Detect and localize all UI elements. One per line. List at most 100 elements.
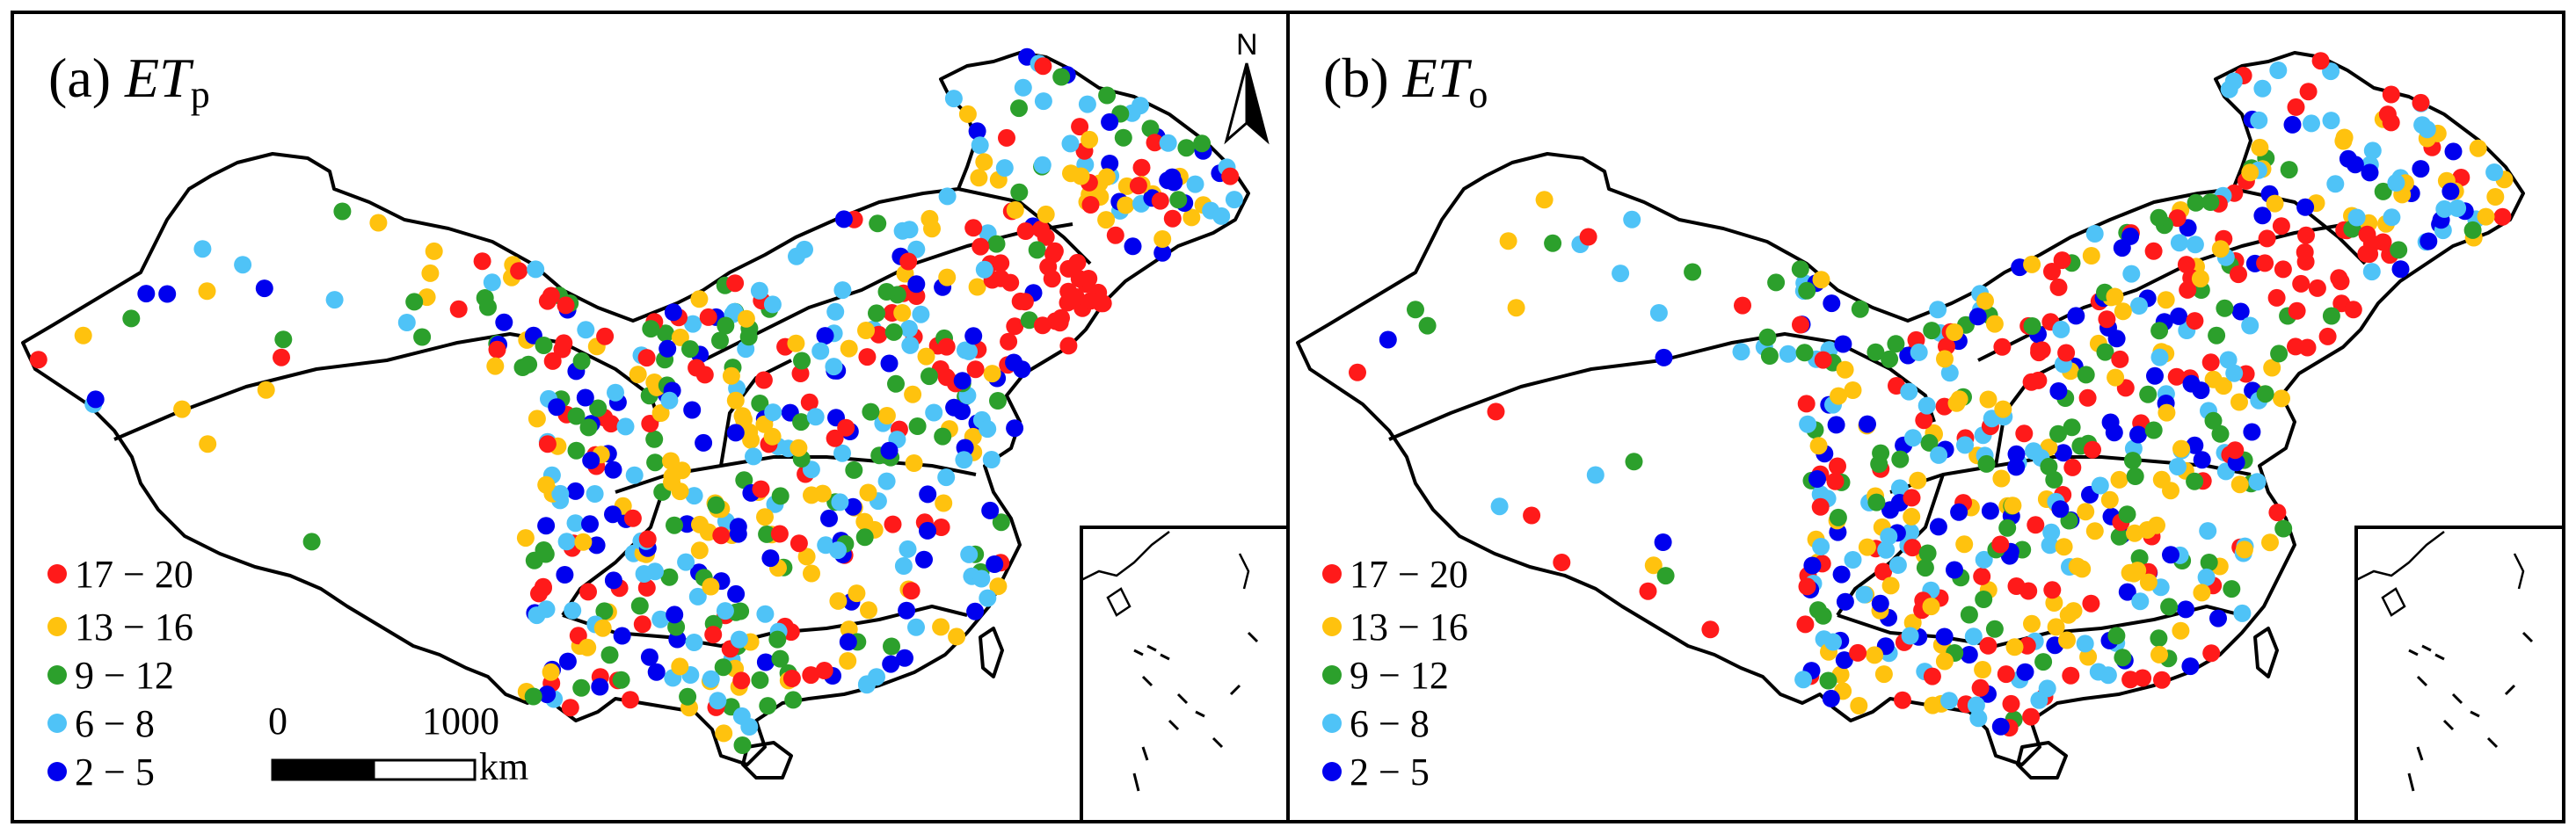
legend-label: 9 − 12: [1350, 654, 1449, 697]
station-dot: [1935, 627, 1954, 646]
station-dot: [1151, 192, 1169, 210]
station-dot: [671, 328, 689, 346]
station-dot: [884, 515, 902, 533]
station-dot: [2082, 594, 2100, 613]
station-dot: [2100, 490, 2119, 509]
scale-bar-zero: 0: [268, 700, 287, 743]
legend-marker: [1322, 617, 1342, 636]
station-dot: [1977, 454, 1996, 473]
station-dot: [992, 269, 1010, 287]
station-dot: [727, 584, 746, 603]
station-dot: [1871, 594, 1889, 613]
station-dot: [2441, 182, 2460, 200]
station-dot: [2272, 217, 2290, 236]
station-dot: [555, 334, 573, 352]
station-dot: [1823, 294, 1841, 313]
station-dot: [2347, 208, 2366, 227]
station-dot: [2007, 445, 2026, 463]
station-dot: [702, 670, 720, 688]
station-dot: [752, 480, 770, 498]
station-dot: [845, 461, 863, 479]
legend-marker: [47, 714, 67, 733]
station-dot: [2023, 255, 2041, 273]
station-dot: [1960, 646, 1978, 664]
station-dot: [630, 597, 649, 615]
station-dot: [591, 678, 609, 696]
station-dot: [2201, 353, 2220, 372]
station-dot: [1141, 120, 1160, 138]
station-dot: [934, 427, 952, 446]
station-dot: [793, 352, 811, 370]
station-dot: [479, 298, 497, 316]
station-dot: [1881, 577, 1900, 595]
station-dot: [257, 381, 275, 399]
station-dot: [972, 569, 991, 588]
station-dot: [887, 374, 905, 393]
station-dot: [2177, 600, 2195, 619]
station-dot: [2082, 247, 2100, 265]
station-dot: [651, 404, 670, 422]
station-dot: [604, 505, 622, 524]
station-dot: [516, 529, 535, 548]
station-dot: [2318, 327, 2337, 345]
station-dot: [566, 514, 585, 533]
station-dot: [877, 472, 896, 490]
legend-marker: [47, 762, 67, 781]
station-dot: [561, 699, 579, 717]
station-dot: [1998, 519, 2017, 537]
station-dot: [869, 214, 887, 233]
station-dot: [2363, 141, 2382, 160]
station-dot: [488, 340, 506, 359]
station-dot: [1117, 196, 1135, 214]
station-dot: [1858, 538, 1876, 556]
station-dot: [1867, 343, 1885, 361]
station-dot: [2077, 503, 2095, 521]
station-dot: [325, 291, 344, 309]
station-dot: [589, 399, 608, 417]
station-dot: [868, 668, 885, 686]
station-dot: [582, 451, 600, 469]
station-dot: [816, 327, 834, 345]
station-dot: [2225, 364, 2244, 382]
station-dot: [722, 366, 740, 385]
station-dot: [1960, 606, 1978, 624]
china-map-outline-a: [21, 51, 1250, 780]
station-dot: [1903, 429, 1922, 447]
station-dot: [2374, 182, 2392, 200]
station-dot: [557, 296, 575, 315]
station-dot: [1034, 57, 1052, 76]
station-dot: [2223, 580, 2241, 598]
station-dot: [483, 273, 501, 292]
station-dot: [685, 634, 703, 651]
station-dot: [2107, 627, 2126, 645]
station-dot: [234, 256, 252, 274]
station-dot: [707, 496, 725, 514]
station-dot: [690, 290, 709, 308]
station-dot: [2034, 653, 2053, 671]
station-dot: [1081, 130, 1099, 149]
station-dot: [1814, 351, 1832, 369]
legend-label: 2 − 5: [1350, 751, 1430, 794]
scale-bar-unit: km: [479, 745, 528, 788]
panel-b: (b) ETo 17 − 20 13 − 16 9 − 12 6 − 8 2 −: [1296, 47, 2565, 823]
station-dot: [1732, 343, 1750, 361]
station-dot: [2055, 538, 2073, 556]
station-dot: [2187, 193, 2205, 212]
station-dot: [569, 627, 587, 645]
station-dot: [1612, 265, 1630, 283]
station-dot: [646, 453, 665, 472]
station-dot: [2261, 533, 2279, 552]
station-dot: [953, 372, 971, 390]
station-dot: [833, 444, 851, 462]
legend-label: 6 − 8: [1350, 702, 1430, 745]
station-dot: [826, 302, 845, 321]
legend-item: 2 − 5: [47, 751, 155, 794]
station-dot: [840, 339, 858, 358]
station-dot: [2150, 645, 2168, 664]
station-dot: [2172, 621, 2190, 640]
station-dot: [581, 515, 599, 533]
legend-marker: [1322, 564, 1342, 584]
station-dot: [938, 268, 957, 286]
station-dot: [2230, 393, 2248, 411]
station-dot: [2444, 142, 2463, 161]
